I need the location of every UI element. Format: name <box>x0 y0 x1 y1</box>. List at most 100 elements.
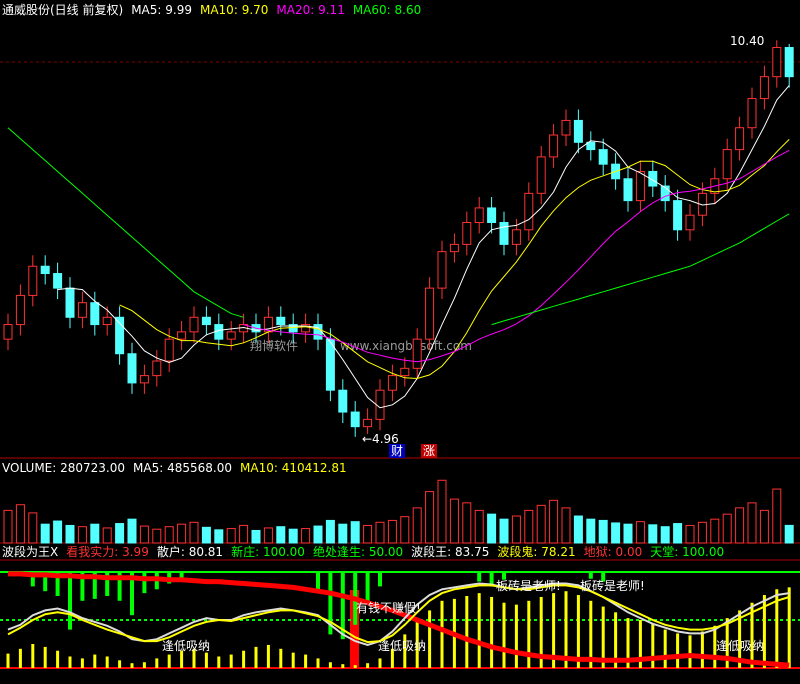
strength-bar <box>527 600 531 668</box>
item-label: 散户: <box>156 545 185 559</box>
volume-bar <box>611 522 621 544</box>
dip-bar <box>105 572 110 596</box>
strength-bar <box>192 648 196 668</box>
volume-bar <box>722 513 732 544</box>
strength-bar <box>291 652 295 668</box>
strength-bar <box>390 648 394 668</box>
item-value: 410412.81 <box>281 461 347 475</box>
item-label: MA10: <box>240 461 278 475</box>
candle-body <box>276 316 286 326</box>
dip-bar <box>130 572 134 616</box>
header-item: MA10: 9.70 <box>200 2 268 18</box>
indicator-line <box>8 571 790 668</box>
volume-bar <box>375 521 385 544</box>
volume-bar <box>363 524 373 544</box>
candle-body <box>586 141 596 151</box>
volume-bar <box>53 520 63 544</box>
volume-bar <box>263 527 273 544</box>
volume-bar <box>226 528 236 544</box>
candle-body <box>387 375 397 391</box>
dip-bar <box>340 572 345 640</box>
volume-bar <box>338 523 348 544</box>
header-item: 波段鬼: 78.21 <box>497 544 575 560</box>
candle-body <box>189 316 199 333</box>
item-value: 80.81 <box>188 545 224 559</box>
strength-bar <box>254 646 258 668</box>
volume-bar <box>561 507 571 544</box>
volume-bar <box>449 498 459 544</box>
volume-bar <box>350 521 360 544</box>
item-label: VOLUME: <box>2 461 57 475</box>
candle-body <box>15 294 25 326</box>
header-item: 散户: 80.81 <box>157 544 223 560</box>
volume-bar <box>623 523 633 544</box>
strength-bar <box>167 654 171 668</box>
candle-body <box>623 178 633 202</box>
header-item: 天堂: 100.00 <box>650 544 724 560</box>
item-value: 9.99 <box>165 3 192 17</box>
header-item: MA60: 8.60 <box>353 2 421 18</box>
stock-title: 通威股份(日线 前复权) <box>2 3 124 17</box>
candle-body <box>474 207 484 224</box>
item-label: MA10: <box>199 3 238 17</box>
candle-body <box>511 229 521 245</box>
candle-body <box>722 149 732 180</box>
candle-body <box>437 251 447 289</box>
dip-bar <box>365 572 370 601</box>
volume-bar <box>735 507 745 544</box>
item-label: 地狱: <box>583 545 612 559</box>
candle-body <box>301 324 311 333</box>
candle-body <box>536 156 546 194</box>
candle-body <box>499 222 509 245</box>
candle-body <box>3 324 13 340</box>
volume-header: VOLUME: 280723.00 MA5: 485568.00 MA10: 410… <box>2 460 347 476</box>
strength-bar <box>43 646 47 668</box>
strength-bar <box>56 650 60 668</box>
candle-body <box>90 302 100 326</box>
volume-bar <box>536 504 546 544</box>
dip-bar <box>328 572 333 635</box>
candle-body <box>487 207 497 224</box>
strength-bar <box>155 658 159 668</box>
candle-body <box>53 273 63 289</box>
volume-bar <box>697 521 707 544</box>
strength-bar <box>31 644 35 668</box>
candle-body <box>561 119 571 136</box>
strength-bar <box>564 591 568 668</box>
item-value: 9.70 <box>241 3 269 17</box>
candle-body <box>226 331 236 340</box>
strength-bar <box>6 653 10 668</box>
strength-bar <box>279 648 283 668</box>
candle-body <box>177 331 187 340</box>
strength-bar <box>180 650 184 668</box>
item-label: MA5: <box>131 3 162 17</box>
candle-body <box>139 375 149 384</box>
strength-bar <box>316 658 320 668</box>
volume-bar <box>425 491 435 544</box>
dip-bar <box>601 572 606 582</box>
strength-bar <box>775 589 779 668</box>
volume-bar <box>387 519 397 544</box>
volume-bar <box>549 499 559 544</box>
dip-bar <box>92 572 97 599</box>
candle-body <box>115 316 125 355</box>
indicator-line <box>7 584 790 644</box>
marker-box <box>389 444 405 458</box>
volume-bar <box>400 516 410 544</box>
candle-body <box>425 287 435 340</box>
annotation: 逢低吸纳 <box>162 639 210 653</box>
strength-bar <box>552 593 556 668</box>
volume-bar <box>412 507 422 544</box>
volume-bar <box>772 488 782 544</box>
volume-bar <box>28 512 38 544</box>
volume-bar <box>90 523 100 544</box>
item-label: MA20: <box>276 3 315 17</box>
annotation: 有钱不赚假! <box>356 600 421 615</box>
ma-line <box>57 85 790 409</box>
header-item: 新庄: 100.00 <box>231 544 305 560</box>
item-label: 波段王: <box>411 545 452 559</box>
strength-bar <box>638 620 642 668</box>
strength-bar <box>403 634 407 668</box>
volume-bar <box>115 523 125 544</box>
